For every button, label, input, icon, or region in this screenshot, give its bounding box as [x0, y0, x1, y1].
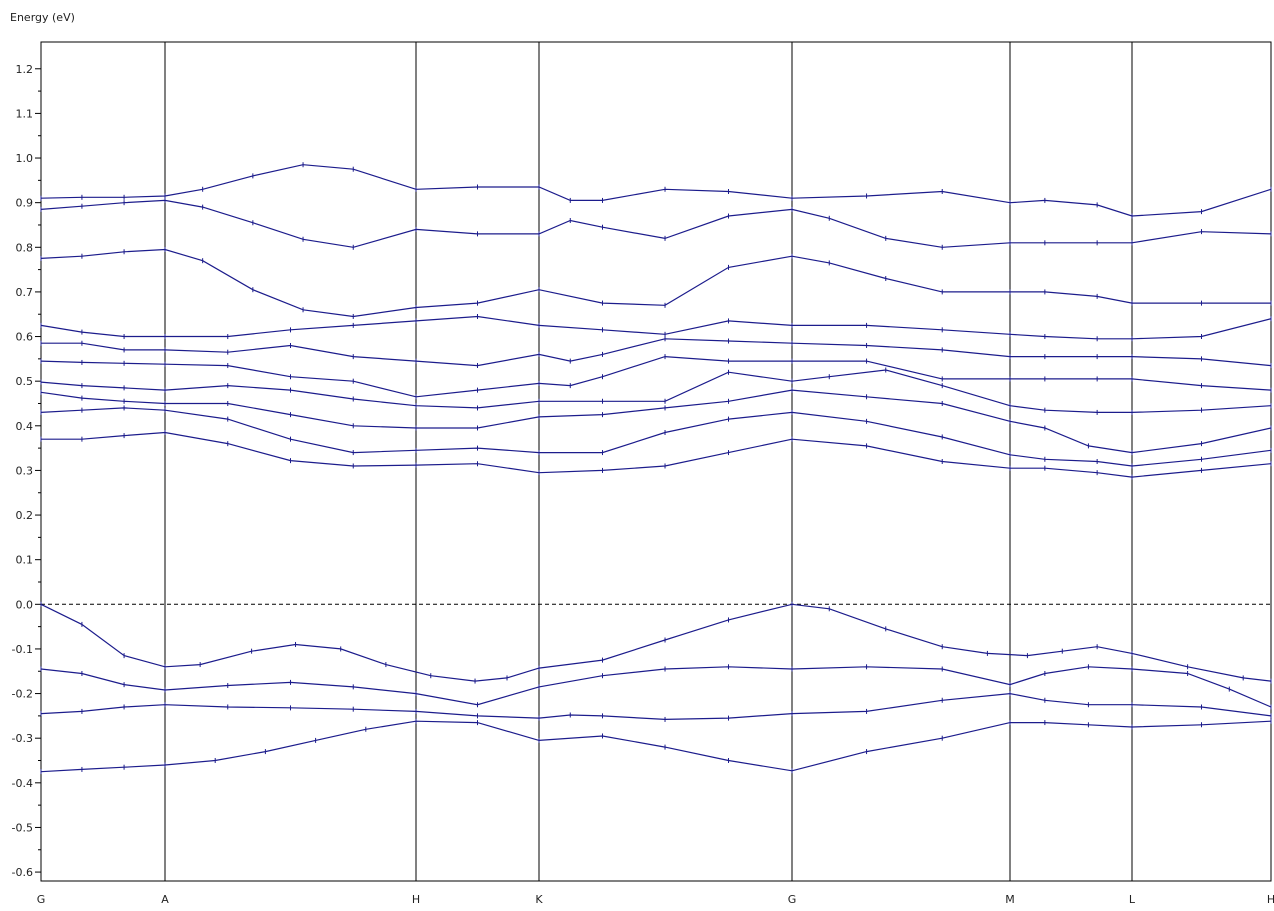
band-line: [40, 248, 1271, 318]
y-tick-label: 0.7: [16, 286, 34, 299]
y-axis-title: Energy (eV): [10, 11, 75, 24]
y-tick-label: 0.6: [16, 331, 34, 344]
x-tick-label: G: [788, 893, 797, 906]
y-tick-label: 0.9: [16, 197, 34, 210]
y-tick-label: -0.5: [12, 821, 33, 834]
y-tick-label: 1.2: [16, 63, 34, 76]
x-tick-label: L: [1129, 893, 1136, 906]
band-line: [40, 692, 1272, 721]
band-line: [40, 666, 1272, 708]
band-line: [40, 720, 1272, 773]
y-tick-label: -0.4: [12, 777, 33, 790]
band-line: [40, 355, 1272, 398]
band-line: [40, 315, 1272, 340]
y-tick-label: 0.3: [16, 464, 34, 477]
x-tick-label: K: [535, 893, 543, 906]
y-tick-label: 1.0: [16, 152, 34, 165]
band-line: [40, 164, 1272, 217]
x-tick-label: M: [1005, 893, 1015, 906]
y-tick-label: 0.4: [16, 420, 34, 433]
y-tick-label: 0.1: [16, 554, 34, 567]
y-tick-label: -0.1: [12, 643, 33, 656]
band-line: [40, 603, 1272, 682]
y-axis: 1.2 1.1 1.0 0.9 0.8 0.7 0.6 0.5 0.4 0.3 0.2 0.1 0.0 -…: [12, 63, 41, 879]
k-point-lines: [164, 42, 1133, 881]
y-tick-label: 0.0: [16, 598, 34, 611]
band-line: [40, 407, 1272, 467]
x-tick-label: G: [37, 893, 46, 906]
y-tick-label: 0.8: [16, 241, 34, 254]
band-lines: [40, 162, 1272, 775]
y-tick-label: -0.6: [12, 866, 33, 879]
y-tick-label: 1.1: [16, 107, 34, 120]
y-tick-label: -0.2: [12, 688, 33, 701]
x-tick-label: H: [412, 893, 420, 906]
band-line: [41, 431, 1272, 478]
x-tick-label: H: [1267, 893, 1274, 906]
y-tick-label: 0.2: [16, 509, 34, 522]
band-line: [41, 338, 1272, 367]
band-line: [40, 199, 1272, 248]
y-tick-label: 0.5: [16, 375, 34, 388]
y-tick-label: -0.3: [12, 732, 33, 745]
band-line: [40, 389, 1272, 454]
x-tick-label: A: [161, 893, 169, 906]
band-line: [40, 369, 1272, 413]
